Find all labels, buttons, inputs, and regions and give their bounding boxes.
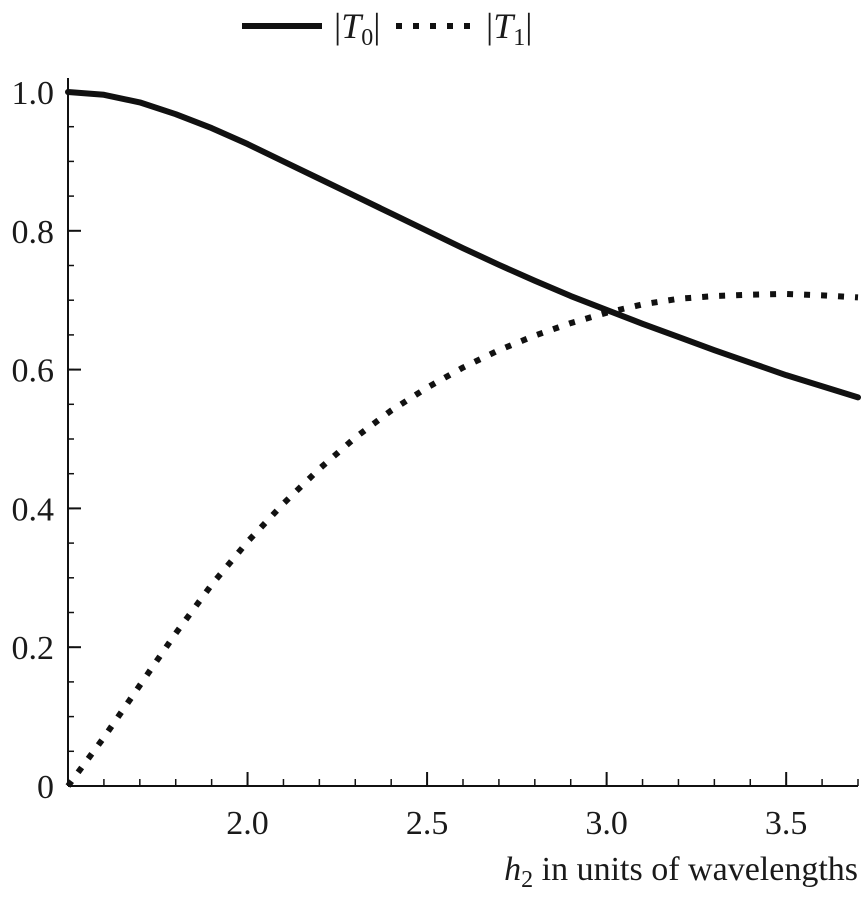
legend: |T0| |T1|: [242, 6, 532, 51]
y-tick-label: 0.2: [12, 630, 55, 667]
plot-area: [65, 89, 861, 788]
y-tick-label: 0.6: [12, 353, 55, 390]
y-tick-label: 0.8: [12, 214, 55, 251]
x-axis-title: h2 in units of wavelengths: [504, 851, 858, 893]
legend-item-t0: |T0|: [242, 6, 380, 51]
legend-label: |T0|: [334, 6, 380, 51]
x-tick-label: 3.5: [765, 805, 808, 842]
x-tick-label: 3.0: [585, 805, 628, 842]
series-line-t1: [65, 290, 859, 788]
x-axis-label: h2 in units of wavelengths: [504, 851, 858, 893]
legend-label: |T1|: [486, 6, 532, 51]
y-tick-label: 0.4: [12, 491, 55, 528]
y-tick-label: 0: [37, 769, 54, 806]
x-tick-label: 2.0: [226, 805, 269, 842]
x-tick-label: 2.5: [406, 805, 449, 842]
series-line-t0: [65, 89, 861, 401]
y-axis: 0 0.2 0.4 0.6 0.8 1.0: [12, 75, 81, 806]
y-tick-label: 1.0: [12, 75, 55, 112]
legend-item-t1: |T1|: [396, 6, 532, 51]
x-axis: 2.0 2.5 3.0 3.5: [67, 772, 859, 842]
